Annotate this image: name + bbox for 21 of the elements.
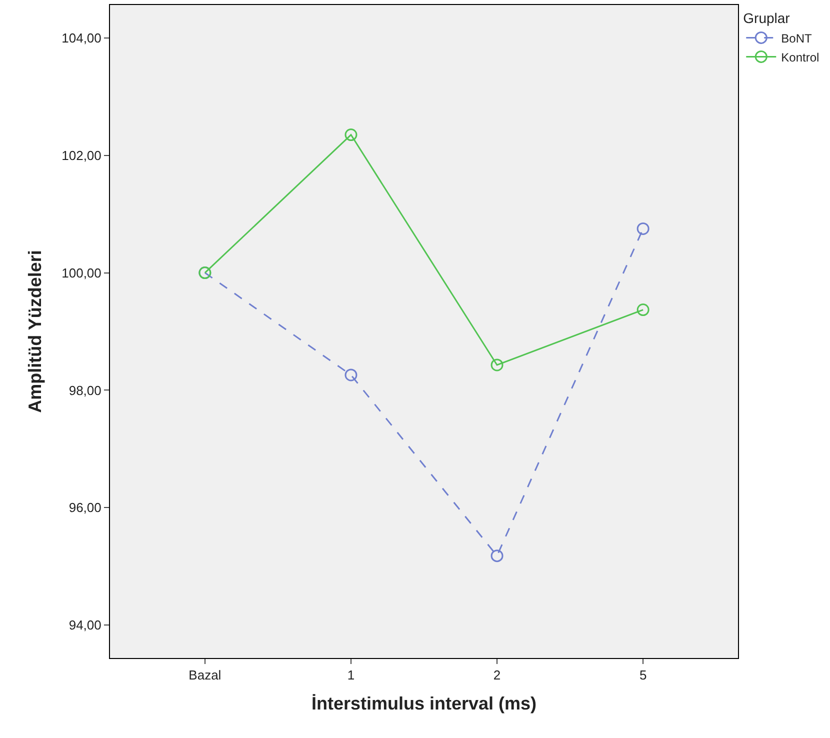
y-axis-title: Amplitüd Yüzdeleri xyxy=(24,250,45,413)
x-tick-label: 5 xyxy=(639,668,647,683)
x-tick-label: Bazal xyxy=(188,668,222,683)
legend-label: Kontrol xyxy=(781,50,820,64)
point xyxy=(490,550,504,562)
point xyxy=(344,368,358,382)
point xyxy=(636,222,650,235)
y-tick-label: 102,00 xyxy=(62,148,102,163)
y-tick-label: 94,00 xyxy=(68,618,102,633)
point xyxy=(490,358,504,372)
x-axis-title: İnterstimulus interval (ms) xyxy=(311,694,537,714)
point xyxy=(636,304,650,316)
x-tick-label: 2 xyxy=(493,668,501,683)
y-tick-label: 96,00 xyxy=(68,500,102,516)
legend-label: BoNT xyxy=(781,31,812,46)
x-tick-label: 1 xyxy=(347,668,355,683)
y-tick-label: 98,00 xyxy=(68,382,102,398)
point xyxy=(344,128,358,142)
y-tick-label: 100,00 xyxy=(62,265,102,280)
y-tick-label: 104,00 xyxy=(62,30,102,46)
legend-title: Gruplar xyxy=(743,10,790,26)
